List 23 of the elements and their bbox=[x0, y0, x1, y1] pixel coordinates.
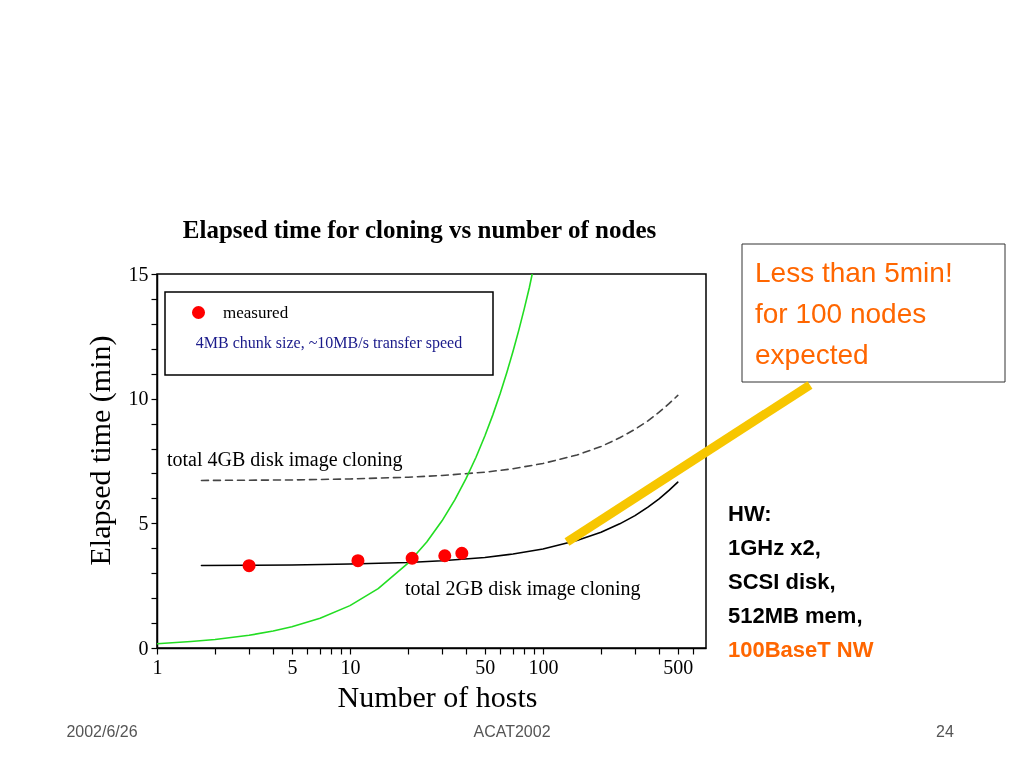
x-tick-label: 5 bbox=[287, 655, 298, 678]
x-tick-label: 500 bbox=[663, 655, 694, 678]
series-label: total 2GB disk image cloning bbox=[405, 577, 641, 600]
text: 2002/6/26 bbox=[66, 723, 138, 740]
x-tick-label: 1 bbox=[152, 655, 163, 678]
x-axis-title: Number of hosts bbox=[337, 679, 538, 713]
chart-title: Elapsed time for cloning vs number of nodes bbox=[182, 215, 657, 243]
y-axis-title: Elapsed time (min) bbox=[82, 335, 117, 566]
y-tick-label: 5 bbox=[138, 511, 149, 534]
text: 24 bbox=[936, 723, 954, 740]
series-label: total 4GB disk image cloning bbox=[167, 448, 403, 471]
x-tick-label: 10 bbox=[340, 655, 361, 678]
y-tick-label: 0 bbox=[138, 636, 149, 659]
text: Less than 5min! for 100 nodes expected bbox=[755, 257, 953, 370]
x-tick-label: 50 bbox=[475, 655, 496, 678]
y-tick-label: 15 bbox=[128, 262, 149, 285]
annotation: 4MB chunk size, ~10MB/s transfer speed bbox=[195, 334, 463, 352]
y-tick-label: 10 bbox=[128, 387, 149, 410]
legend-label: measured bbox=[223, 302, 289, 322]
text: ACAT2002 bbox=[473, 723, 551, 740]
text: 100BaseT NW bbox=[728, 637, 874, 662]
text: HW: 1GHz x2, SCSI disk, 512MB mem, bbox=[728, 501, 863, 628]
x-tick-label: 100 bbox=[528, 655, 559, 678]
